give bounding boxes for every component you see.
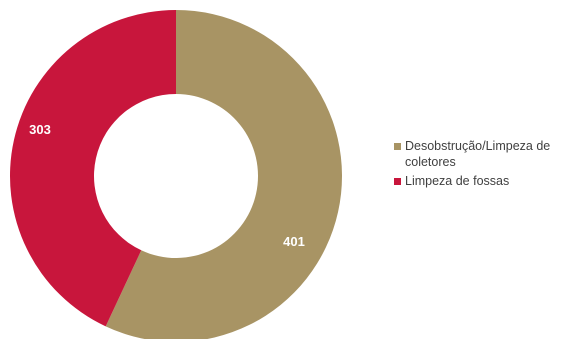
legend-swatch-limpeza-fossas bbox=[394, 178, 401, 185]
legend-item-limpeza-fossas: Limpeza de fossas bbox=[394, 173, 574, 189]
data-label-limpeza-fossas: 303 bbox=[29, 122, 51, 137]
data-label-desobstrucao: 401 bbox=[283, 234, 305, 249]
legend-item-desobstrucao: Desobstrução/Limpeza de coletores bbox=[394, 138, 574, 170]
donut-slices bbox=[10, 10, 342, 339]
legend-swatch-desobstrucao bbox=[394, 143, 401, 150]
slice-desobstrucao bbox=[105, 10, 342, 339]
data-labels: 401 303 bbox=[29, 122, 305, 249]
legend: Desobstrução/Limpeza de coletores Limpez… bbox=[394, 138, 574, 192]
slice-limpeza-fossas bbox=[10, 10, 177, 327]
legend-label-desobstrucao: Desobstrução/Limpeza de coletores bbox=[405, 139, 551, 169]
legend-label-limpeza-fossas: Limpeza de fossas bbox=[405, 174, 510, 188]
